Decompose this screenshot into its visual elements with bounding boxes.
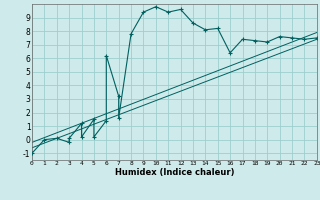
X-axis label: Humidex (Indice chaleur): Humidex (Indice chaleur) [115, 168, 234, 177]
